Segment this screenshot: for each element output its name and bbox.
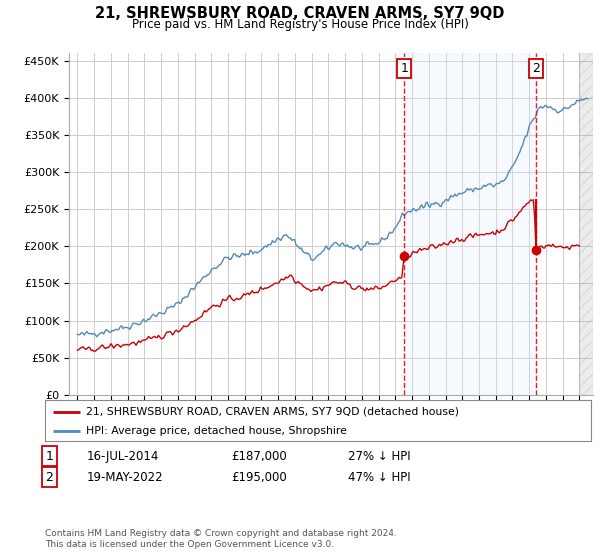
Text: 21, SHREWSBURY ROAD, CRAVEN ARMS, SY7 9QD: 21, SHREWSBURY ROAD, CRAVEN ARMS, SY7 9Q… bbox=[95, 6, 505, 21]
Text: 1: 1 bbox=[400, 62, 409, 74]
Bar bbox=[580, 53, 593, 395]
Text: HPI: Average price, detached house, Shropshire: HPI: Average price, detached house, Shro… bbox=[86, 426, 347, 436]
Text: 16-JUL-2014: 16-JUL-2014 bbox=[87, 450, 160, 463]
Text: £187,000: £187,000 bbox=[231, 450, 287, 463]
Text: Contains HM Land Registry data © Crown copyright and database right 2024.
This d: Contains HM Land Registry data © Crown c… bbox=[45, 529, 397, 549]
Text: 21, SHREWSBURY ROAD, CRAVEN ARMS, SY7 9QD (detached house): 21, SHREWSBURY ROAD, CRAVEN ARMS, SY7 9Q… bbox=[86, 407, 459, 417]
Bar bbox=[404, 53, 536, 395]
Text: Price paid vs. HM Land Registry's House Price Index (HPI): Price paid vs. HM Land Registry's House … bbox=[131, 18, 469, 31]
Text: 27% ↓ HPI: 27% ↓ HPI bbox=[348, 450, 410, 463]
Text: 2: 2 bbox=[532, 62, 539, 74]
Text: £195,000: £195,000 bbox=[231, 470, 287, 484]
Text: 1: 1 bbox=[45, 450, 53, 463]
Text: 47% ↓ HPI: 47% ↓ HPI bbox=[348, 470, 410, 484]
Text: 19-MAY-2022: 19-MAY-2022 bbox=[87, 470, 164, 484]
Text: 2: 2 bbox=[45, 470, 53, 484]
